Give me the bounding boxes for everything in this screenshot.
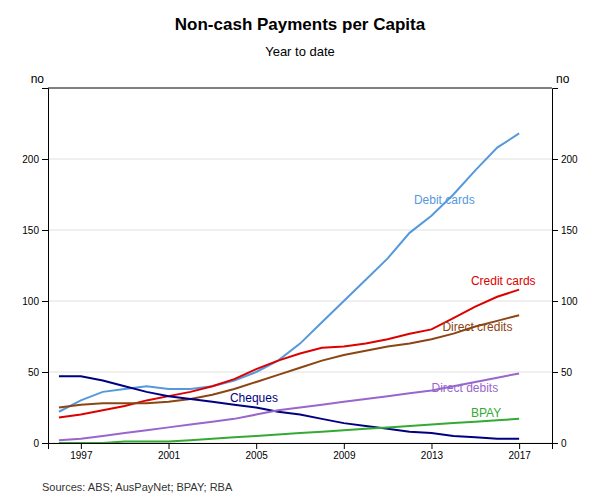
tick: 150 (22, 225, 48, 236)
tick-label: 200 (561, 154, 578, 165)
tick-mark (552, 372, 558, 373)
grid (48, 159, 552, 443)
line (59, 290, 519, 418)
grid-line (48, 159, 552, 160)
tick-mark (169, 443, 170, 449)
tick: 2013 (421, 443, 444, 461)
tick-mark (552, 230, 558, 231)
axis-line (553, 89, 559, 444)
tick: 150 (552, 225, 578, 236)
tick-mark (552, 159, 558, 160)
series-label: Direct debits (431, 381, 498, 395)
tick-mark (42, 443, 48, 444)
title: Non-cash Payments per Capita (175, 15, 426, 34)
tick: 0 (552, 438, 567, 449)
grid-line (48, 230, 552, 231)
tick: 100 (22, 296, 48, 307)
series-label: BPAY (471, 406, 501, 420)
y2-axis: 0 50 100 150 200 (552, 89, 578, 449)
grid-line (48, 301, 552, 302)
tick-label: 2017 (509, 450, 532, 461)
tick: 1997 (70, 443, 93, 461)
tick: 50 (28, 367, 48, 378)
tick-label: 150 (22, 225, 39, 236)
tick-mark (552, 443, 558, 444)
tick-mark (552, 301, 558, 302)
subtitle: Year to date (265, 44, 335, 59)
tick-label: 150 (561, 225, 578, 236)
y-axis: 0 50 100 150 200 (22, 89, 48, 449)
tick: 100 (552, 296, 578, 307)
tick-label: 200 (22, 154, 39, 165)
tick: 200 (22, 154, 48, 165)
tick: 2005 (246, 443, 269, 461)
tick-label: 100 (22, 296, 39, 307)
tick: 200 (552, 154, 578, 165)
tick: 2001 (158, 443, 181, 461)
tick-mark (42, 159, 48, 160)
tick-mark (42, 301, 48, 302)
plot: 1997 2001 2005 2009 2013 2017 0 50 100 150 200 0 50 1… (22, 88, 578, 461)
tick-label: 0 (561, 438, 567, 449)
axis-label: no (556, 72, 570, 86)
line (59, 376, 519, 438)
plot-frame (48, 88, 552, 89)
x-axis: 1997 2001 2005 2009 2013 2017 (49, 443, 553, 461)
tick-mark (519, 443, 520, 449)
tick-mark (256, 443, 257, 449)
lines (59, 133, 519, 443)
line (59, 315, 519, 407)
tick: 0 (33, 438, 48, 449)
tick-label: 50 (28, 367, 40, 378)
tick-label: 100 (561, 296, 578, 307)
tick-label: 2013 (421, 450, 444, 461)
axis-line (49, 444, 553, 450)
source-note: Sources: ABS; AusPayNet; BPAY; RBA (42, 481, 233, 493)
line (59, 373, 519, 440)
series-label: Debit cards (414, 193, 475, 207)
tick-label: 2001 (158, 450, 181, 461)
chart: 1997 2001 2005 2009 2013 2017 0 50 100 150 200 0 50 1… (0, 0, 600, 501)
line (59, 419, 519, 443)
series-label: Cheques (230, 391, 278, 405)
axis-line (42, 89, 49, 444)
axis-label: no (31, 72, 45, 86)
tick-label: 50 (561, 367, 573, 378)
series-label: Credit cards (471, 274, 536, 288)
tick-label: 0 (33, 438, 39, 449)
line (59, 133, 519, 411)
tick-mark (344, 443, 345, 449)
series-label: Direct credits (442, 320, 512, 334)
tick-mark (431, 443, 432, 449)
tick: 2017 (509, 443, 532, 461)
tick-mark (81, 443, 82, 449)
tick-label: 1997 (70, 450, 93, 461)
tick-mark (42, 372, 48, 373)
grid-line (48, 372, 552, 373)
tick: 2009 (333, 443, 356, 461)
tick-label: 2005 (246, 450, 269, 461)
tick: 50 (552, 367, 573, 378)
tick-label: 2009 (333, 450, 356, 461)
tick-mark (42, 230, 48, 231)
